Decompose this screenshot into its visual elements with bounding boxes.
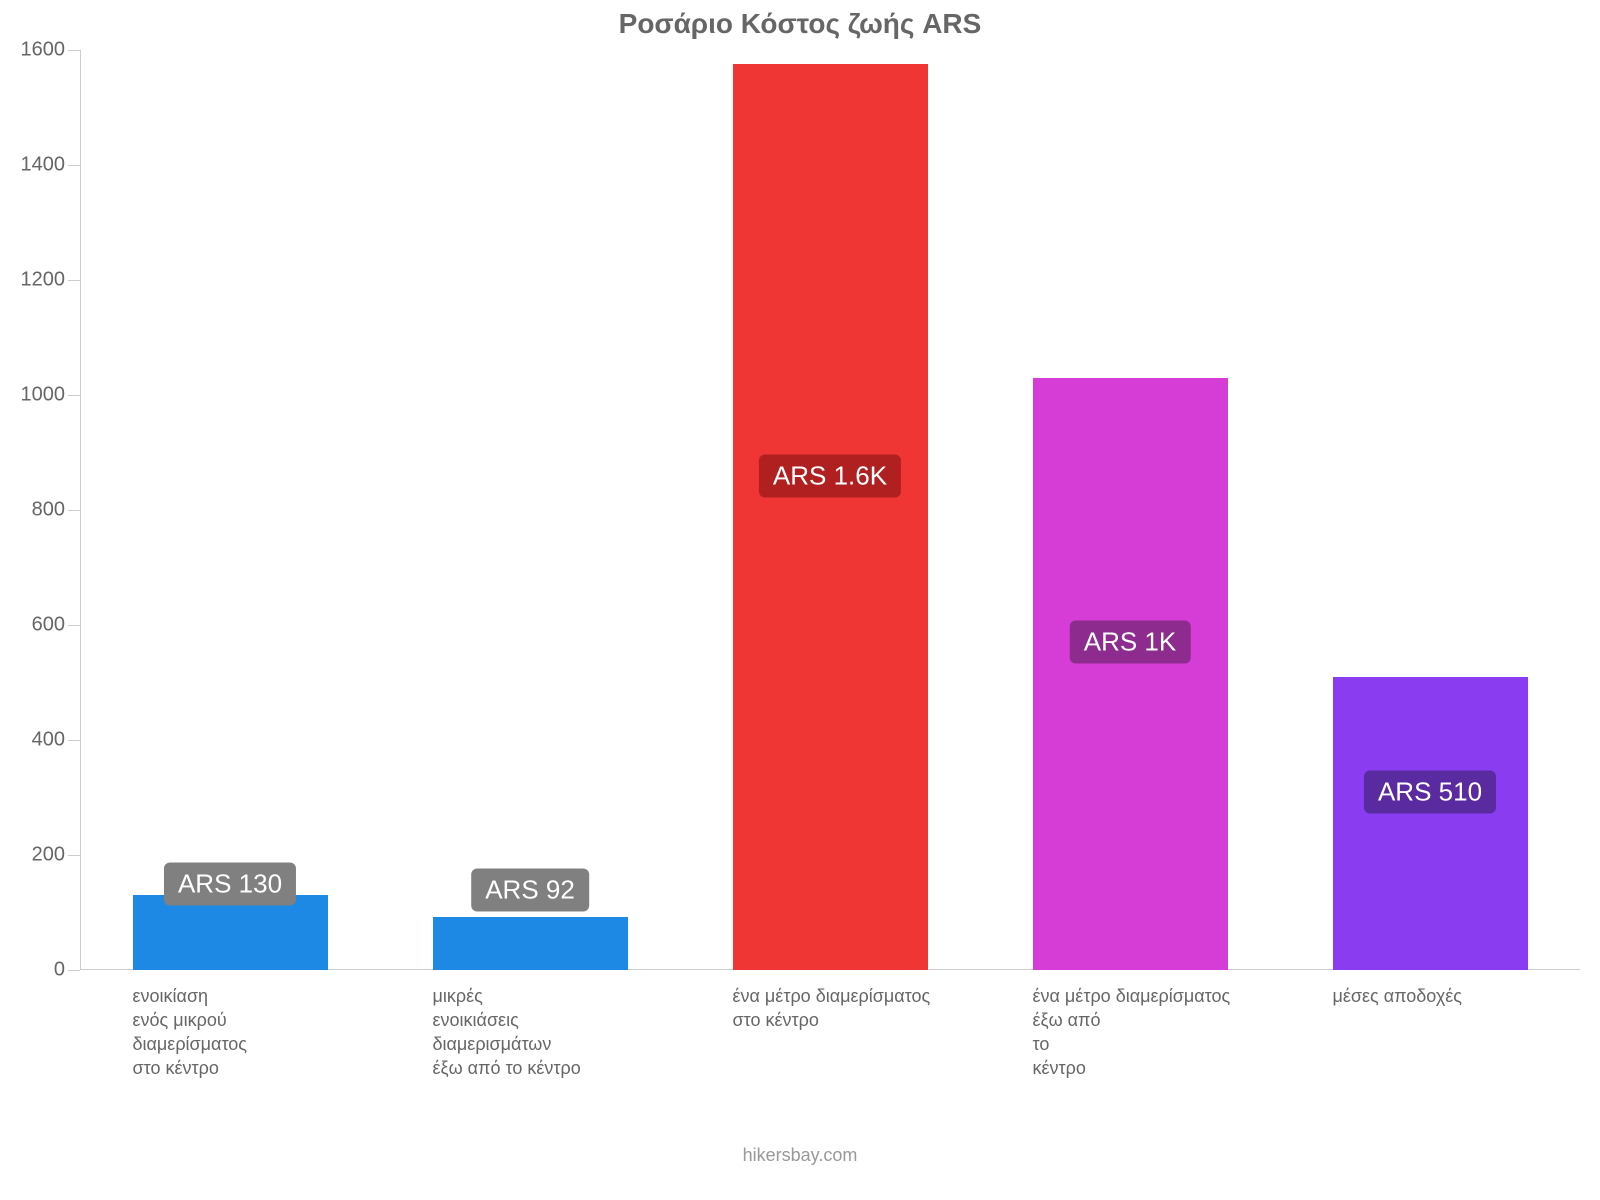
x-axis-label: ενοικίαση ενός μικρού διαμερίσματος στο … [133,984,388,1080]
chart-footer: hikersbay.com [0,1145,1600,1166]
y-tick [68,280,80,281]
y-tick-label: 1600 [10,39,65,62]
bar [1033,378,1228,970]
value-badge: ARS 130 [164,862,296,905]
value-badge: ARS 1.6K [759,454,901,497]
y-tick [68,740,80,741]
y-tick-label: 200 [10,844,65,867]
x-axis-label: ένα μέτρο διαμερίσματος στο κέντρο [733,984,988,1032]
value-badge: ARS 1K [1070,621,1191,664]
y-tick [68,395,80,396]
value-badge: ARS 510 [1364,770,1496,813]
y-tick-label: 1000 [10,384,65,407]
chart-title: Ροσάριο Κόστος ζωής ARS [0,8,1600,40]
y-tick-label: 0 [10,959,65,982]
x-axis-label: μικρές ενοικιάσεις διαμερισμάτων έξω από… [433,984,688,1080]
y-tick [68,625,80,626]
y-tick [68,165,80,166]
bar [1333,677,1528,970]
bars-layer [80,50,1580,970]
y-tick-label: 600 [10,614,65,637]
x-axis-labels: ενοικίαση ενός μικρού διαμερίσματος στο … [80,984,1580,1144]
x-axis-label: ένα μέτρο διαμερίσματος έξω από το κέντρ… [1033,984,1288,1080]
y-tick-label: 1400 [10,154,65,177]
y-tick [68,510,80,511]
y-tick [68,50,80,51]
chart-container: Ροσάριο Κόστος ζωής ARS 0200400600800100… [0,0,1600,1200]
y-tick-label: 400 [10,729,65,752]
bar [133,895,328,970]
y-tick-label: 1200 [10,269,65,292]
y-tick-label: 800 [10,499,65,522]
plot-area: 02004006008001000120014001600 ARS 130ARS… [80,50,1580,970]
value-badge: ARS 92 [471,868,589,911]
y-tick [68,970,80,971]
bar [733,64,928,970]
x-axis-label: μέσες αποδοχές [1333,984,1588,1008]
y-tick [68,855,80,856]
bar [433,917,628,970]
